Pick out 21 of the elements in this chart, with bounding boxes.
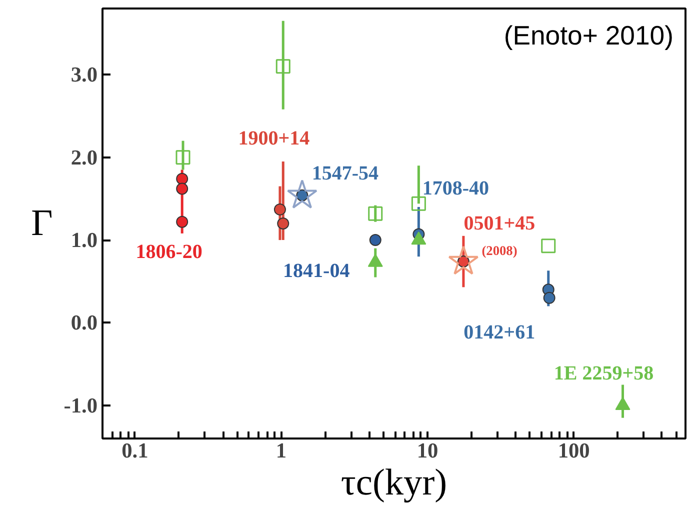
series-label: 1708-40 (422, 177, 490, 200)
y-axis-title: Γ (31, 203, 53, 244)
y-tick-label: 3.0 (70, 62, 98, 87)
x-tick-label: 10 (416, 438, 438, 462)
series-label: 1841-04 (283, 260, 350, 282)
y-tick-label: 2.0 (70, 145, 98, 170)
series-label: 1E 2259+58 (554, 362, 654, 384)
series-label: 1547-54 (312, 162, 379, 184)
series-label: 0501+45 (464, 212, 536, 235)
annotation: (Enoto+ 2010) (504, 20, 674, 50)
annotation: (2008) (482, 243, 518, 258)
y-tick-label: 0.0 (70, 310, 98, 335)
y-tick-label: 1.0 (70, 228, 98, 252)
y-tick-label: -1.0 (64, 393, 98, 418)
x-tick-label: 0.1 (122, 438, 148, 462)
x-tick-label: 1 (276, 438, 287, 462)
x-axis-title: τc(kyr) (340, 462, 448, 504)
x-tick-label: 100 (558, 438, 590, 462)
text: 1900+14 (238, 127, 310, 150)
series-label: 0142+61 (464, 322, 536, 344)
series-label: 1806-20 (136, 240, 202, 263)
